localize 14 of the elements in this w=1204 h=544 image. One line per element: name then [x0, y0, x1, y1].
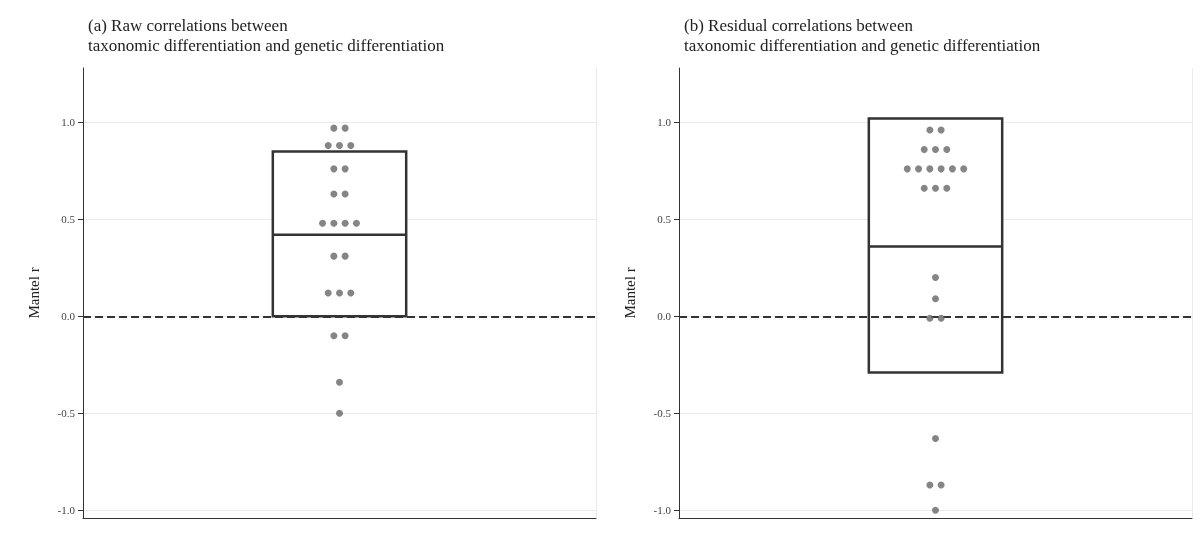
- y-tick-label: 0.5: [61, 213, 76, 226]
- chart-title: (b) Residual correlations between taxonomic differentiation and genetic differentiation: [684, 15, 1041, 55]
- y-tick-label: -1.0: [653, 504, 672, 517]
- y-axis-title: Mantel r: [25, 267, 42, 319]
- y-tick-label: 1.0: [61, 116, 76, 129]
- y-axis-title: Mantel r: [621, 267, 638, 319]
- y-tick-label: 0.5: [657, 213, 672, 226]
- y-tick-label: -0.5: [57, 407, 76, 420]
- y-tick-label: 0.0: [61, 310, 76, 323]
- y-tick-label: -0.5: [653, 407, 672, 420]
- y-tick-label: 1.0: [657, 116, 672, 129]
- y-tick-label: 0.0: [657, 310, 672, 323]
- y-tick-label: -1.0: [57, 504, 76, 517]
- chart-title: (a) Raw correlations between taxonomic differentiation and genetic differentiation: [88, 15, 445, 55]
